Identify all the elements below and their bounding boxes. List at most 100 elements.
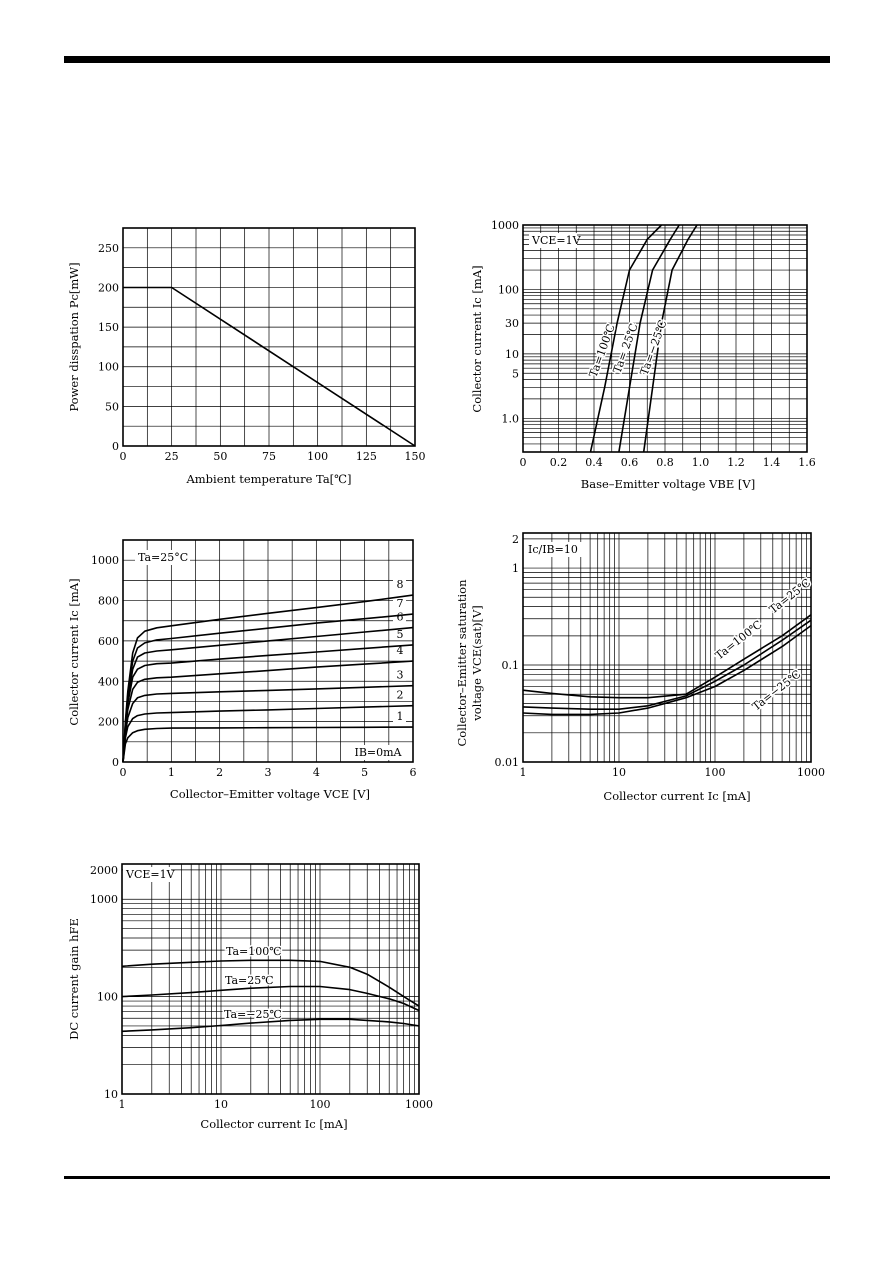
y-tick-label: 100 xyxy=(97,991,118,1004)
x-tick-label: 2 xyxy=(216,766,223,779)
condition-label: Ic/IB=10 xyxy=(528,543,578,556)
x-tick-label: 10 xyxy=(612,766,626,779)
x-tick-label: 0 xyxy=(120,766,127,779)
series-line xyxy=(122,684,414,763)
chart-4: 1 10 100 1000 0.01 0.1 1 2 Collector current Ic … xyxy=(455,532,825,803)
x-tick-label: 10 xyxy=(214,1098,228,1111)
chart-1: 0 25 50 75 100 125 150 0 50 100 150 200 250 Ambient t… xyxy=(67,227,426,486)
series-label-backing xyxy=(393,667,406,681)
x-tick-label: 50 xyxy=(213,450,227,463)
x-tick-label: 1.4 xyxy=(763,456,781,469)
x-tick-label: 1 xyxy=(119,1098,126,1111)
series-label: 7 xyxy=(397,597,404,610)
x-tick-label: 25 xyxy=(165,450,179,463)
y-tick-label: 100 xyxy=(498,283,519,296)
series-line xyxy=(123,286,416,447)
series-label: Ta=−25℃ xyxy=(224,1008,282,1021)
series-label: 3 xyxy=(397,669,404,682)
x-tick-label: 0.4 xyxy=(585,456,603,469)
plot-frame xyxy=(522,532,812,763)
series-label-backing xyxy=(393,577,406,591)
x-tick-label: 125 xyxy=(356,450,377,463)
x-tick-label: 5 xyxy=(361,766,368,779)
x-tick-label: 100 xyxy=(310,1098,331,1111)
y-tick-label: 150 xyxy=(98,321,119,334)
condition-backing xyxy=(529,233,577,248)
x-tick-label: 100 xyxy=(705,766,726,779)
x-tick-label: 0.8 xyxy=(656,456,674,469)
x-tick-label: 0 xyxy=(520,456,527,469)
x-axis-label: Collector current Ic [mA] xyxy=(603,789,750,803)
plot-frame xyxy=(122,227,416,447)
series-line xyxy=(642,224,698,453)
series-label: Ta=100℃ xyxy=(226,945,282,958)
top-rule xyxy=(64,56,830,63)
series-label-backing xyxy=(393,687,406,701)
y-tick-label: 30 xyxy=(505,317,519,330)
condition-backing xyxy=(525,542,587,557)
y-axis-label: Power disspation Pc[mW] xyxy=(67,262,81,411)
x-tick-label: 100 xyxy=(307,450,328,463)
x-tick-label: 1000 xyxy=(405,1098,433,1111)
series-line xyxy=(121,1018,420,1033)
y-tick-label: 1 xyxy=(512,562,519,575)
series-line xyxy=(121,959,420,1007)
y-axis-label: Collector current Ic [mA] xyxy=(470,265,484,412)
ib-zero-label: IB=0mA xyxy=(354,746,402,759)
series-label: 6 xyxy=(397,611,404,624)
condition-backing xyxy=(135,550,190,565)
x-tick-label: 1 xyxy=(520,766,527,779)
x-tick-label: 4 xyxy=(313,766,320,779)
series-line xyxy=(522,614,812,699)
series-label: 5 xyxy=(397,628,404,641)
y-tick-label: 200 xyxy=(98,281,119,294)
series-label: 4 xyxy=(397,644,404,657)
condition-label: VCE=1V xyxy=(531,234,582,247)
series-line xyxy=(122,704,414,763)
condition-backing xyxy=(123,867,171,882)
y-tick-label: 1000 xyxy=(90,893,118,906)
y-tick-label: 2000 xyxy=(90,864,118,877)
y-tick-label: 0 xyxy=(112,756,119,769)
series-line xyxy=(618,224,680,453)
grid xyxy=(522,533,812,763)
series-label: 2 xyxy=(397,689,404,702)
series-label: 1 xyxy=(397,710,404,723)
y-tick-label: 250 xyxy=(98,242,119,255)
x-tick-label: 6 xyxy=(410,766,417,779)
x-axis-label: Base–Emitter voltage VBE [V] xyxy=(581,477,755,491)
series-line xyxy=(121,985,420,1012)
x-tick-label: 0.2 xyxy=(550,456,568,469)
series-label-backing xyxy=(393,709,406,723)
x-axis-label: Ambient temperature Ta[℃] xyxy=(185,472,351,486)
y-tick-label: 1.0 xyxy=(502,412,520,425)
y-tick-label: 10 xyxy=(104,1088,118,1101)
y-tick-label: 0 xyxy=(112,440,119,453)
series-line xyxy=(122,594,414,763)
x-axis-label: Collector–Emitter voltage VCE [V] xyxy=(170,787,370,801)
ib-label-backing xyxy=(349,745,409,760)
grid xyxy=(122,227,416,447)
condition-label: Ta=25°C xyxy=(138,551,188,564)
series-line xyxy=(122,726,414,763)
grid xyxy=(522,224,808,453)
y-tick-label: 400 xyxy=(98,675,119,688)
y-tick-label: 1000 xyxy=(91,554,119,567)
y-axis-label: voltage VCE(sat)[V] xyxy=(470,605,484,722)
bottom-rule xyxy=(64,1176,830,1179)
y-tick-label: 2 xyxy=(512,533,519,546)
y-axis-label: DC current gain hFE xyxy=(67,918,81,1040)
y-tick-label: 200 xyxy=(98,716,119,729)
x-tick-label: 1000 xyxy=(797,766,825,779)
x-tick-label: 3 xyxy=(265,766,272,779)
series-line xyxy=(522,624,812,716)
y-tick-label: 10 xyxy=(505,348,519,361)
x-tick-label: 1.2 xyxy=(727,456,745,469)
series-label-backing xyxy=(393,626,406,640)
x-tick-label: 1.6 xyxy=(798,456,816,469)
series-label: Ta=25℃ xyxy=(225,974,274,987)
condition-label: VCE=1V xyxy=(125,868,176,881)
x-tick-label: 1 xyxy=(168,766,175,779)
